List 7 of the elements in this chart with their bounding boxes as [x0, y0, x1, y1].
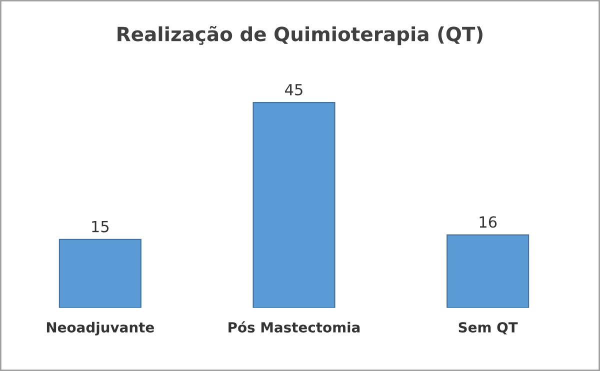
x-tick-label: Sem QT [458, 322, 518, 334]
x-tick-label: Neoadjuvante [46, 322, 154, 336]
data-label: 15 [92, 220, 109, 232]
data-label: 16 [480, 216, 497, 228]
x-tick-label: Pós Mastectomia [228, 321, 360, 333]
chart-title: Realização de Quimioterapia (QT) [118, 26, 482, 46]
data-label: 45 [285, 84, 302, 96]
